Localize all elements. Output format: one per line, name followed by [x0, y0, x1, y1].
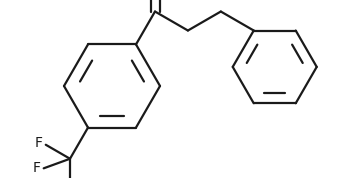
Text: F: F	[33, 161, 41, 175]
Text: F: F	[35, 136, 43, 150]
